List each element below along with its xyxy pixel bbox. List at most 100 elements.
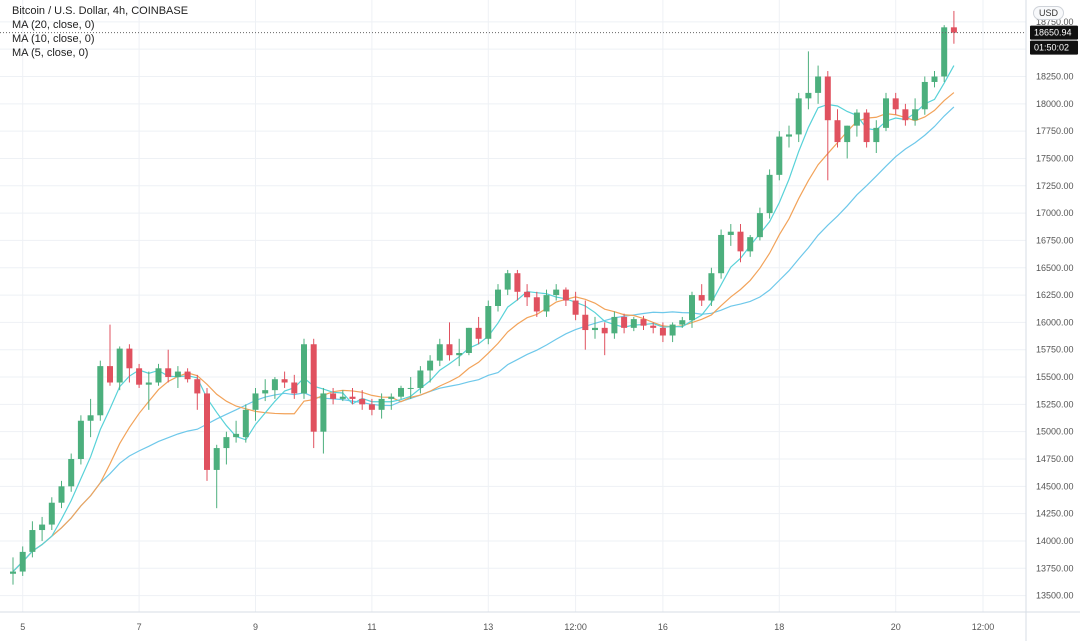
candle-up[interactable]: [883, 98, 889, 128]
candle-up[interactable]: [19, 551, 26, 572]
candle-up[interactable]: [320, 393, 327, 432]
candle-down[interactable]: [834, 120, 841, 143]
candle-up[interactable]: [504, 273, 511, 290]
candle-down[interactable]: [572, 300, 579, 315]
candle-up[interactable]: [407, 387, 414, 389]
candle-up[interactable]: [679, 320, 686, 325]
candle-up[interactable]: [689, 295, 695, 321]
candle-up[interactable]: [553, 289, 560, 296]
candle-down[interactable]: [621, 316, 628, 328]
candle-up[interactable]: [630, 319, 637, 328]
candle-up[interactable]: [87, 415, 94, 421]
candle-down[interactable]: [601, 327, 608, 334]
candle-down[interactable]: [533, 297, 540, 312]
candle-up[interactable]: [427, 360, 434, 371]
candle-up[interactable]: [10, 571, 16, 574]
candle-up[interactable]: [417, 370, 424, 388]
candle-up[interactable]: [77, 420, 84, 459]
candle-down[interactable]: [330, 393, 337, 399]
candle-down[interactable]: [562, 289, 569, 301]
candle-up[interactable]: [805, 92, 812, 99]
candle-up[interactable]: [97, 366, 104, 416]
candle-up[interactable]: [543, 295, 550, 312]
candle-down[interactable]: [368, 404, 375, 410]
candle-up[interactable]: [233, 433, 240, 438]
candle-up[interactable]: [58, 486, 65, 503]
candle-up[interactable]: [301, 344, 307, 394]
candle-up[interactable]: [795, 98, 802, 135]
candle-down[interactable]: [863, 112, 870, 143]
candle-down[interactable]: [640, 319, 647, 326]
candle-up[interactable]: [853, 112, 860, 126]
candle-down[interactable]: [737, 231, 744, 252]
candle-up[interactable]: [756, 213, 763, 238]
candle-up[interactable]: [223, 437, 230, 449]
candle-down[interactable]: [650, 325, 657, 328]
candle-up[interactable]: [495, 289, 501, 306]
candle-up[interactable]: [592, 327, 598, 331]
candle-up[interactable]: [116, 348, 123, 383]
candle-up[interactable]: [611, 316, 618, 334]
candle-up[interactable]: [242, 409, 249, 438]
candle-down[interactable]: [136, 368, 143, 385]
candle-up[interactable]: [68, 459, 75, 487]
candle-down[interactable]: [659, 327, 666, 336]
candle-up[interactable]: [931, 76, 938, 82]
candle-up[interactable]: [29, 530, 36, 552]
candle-up[interactable]: [213, 448, 220, 470]
candle-up[interactable]: [786, 134, 792, 137]
candle-up[interactable]: [766, 174, 773, 214]
candle-up[interactable]: [776, 136, 783, 175]
candle-down[interactable]: [359, 398, 366, 405]
candle-up[interactable]: [708, 273, 715, 301]
candle-down[interactable]: [446, 344, 453, 356]
candle-down[interactable]: [291, 382, 298, 394]
candle-up[interactable]: [436, 344, 443, 361]
candle-down[interactable]: [514, 273, 521, 292]
candle-up[interactable]: [718, 234, 725, 274]
candle-down[interactable]: [824, 76, 831, 121]
legend-ma5[interactable]: MA (5, close, 0): [12, 47, 89, 59]
candle-up[interactable]: [388, 396, 395, 399]
candle-up[interactable]: [747, 237, 754, 252]
candle-down[interactable]: [902, 109, 909, 121]
candle-down[interactable]: [204, 393, 210, 470]
candle-up[interactable]: [912, 109, 919, 121]
legend-ma20[interactable]: MA (20, close, 0): [12, 19, 95, 31]
candle-up[interactable]: [485, 306, 492, 339]
candle-down[interactable]: [281, 379, 288, 383]
candle-down[interactable]: [892, 98, 899, 110]
candle-down[interactable]: [165, 368, 172, 378]
candle-up[interactable]: [39, 524, 46, 531]
candle-up[interactable]: [669, 324, 676, 336]
candle-down[interactable]: [194, 379, 201, 394]
candle-up[interactable]: [339, 396, 346, 399]
candle-down[interactable]: [950, 27, 957, 33]
candle-down[interactable]: [582, 314, 589, 331]
candle-down[interactable]: [475, 327, 482, 339]
candle-up[interactable]: [873, 127, 880, 143]
candle-up[interactable]: [398, 387, 404, 397]
candle-down[interactable]: [310, 344, 317, 432]
currency-button[interactable]: USD: [1032, 6, 1064, 20]
candle-down[interactable]: [126, 348, 133, 369]
candle-up[interactable]: [48, 502, 55, 525]
candle-up[interactable]: [815, 76, 822, 93]
candle-down[interactable]: [107, 366, 113, 383]
candle-up[interactable]: [145, 382, 152, 385]
candle-down[interactable]: [698, 295, 705, 301]
candle-up[interactable]: [921, 81, 928, 110]
legend-ma10[interactable]: MA (10, close, 0): [12, 33, 95, 45]
candle-up[interactable]: [155, 368, 162, 383]
candle-down[interactable]: [349, 396, 356, 399]
candle-up[interactable]: [271, 379, 278, 391]
candle-up[interactable]: [465, 327, 472, 353]
candle-up[interactable]: [262, 390, 269, 394]
candle-up[interactable]: [844, 125, 851, 143]
candle-up[interactable]: [174, 371, 181, 378]
candle-up[interactable]: [941, 27, 948, 77]
candle-up[interactable]: [456, 352, 463, 356]
candle-up[interactable]: [378, 398, 385, 410]
candle-up[interactable]: [727, 231, 734, 235]
